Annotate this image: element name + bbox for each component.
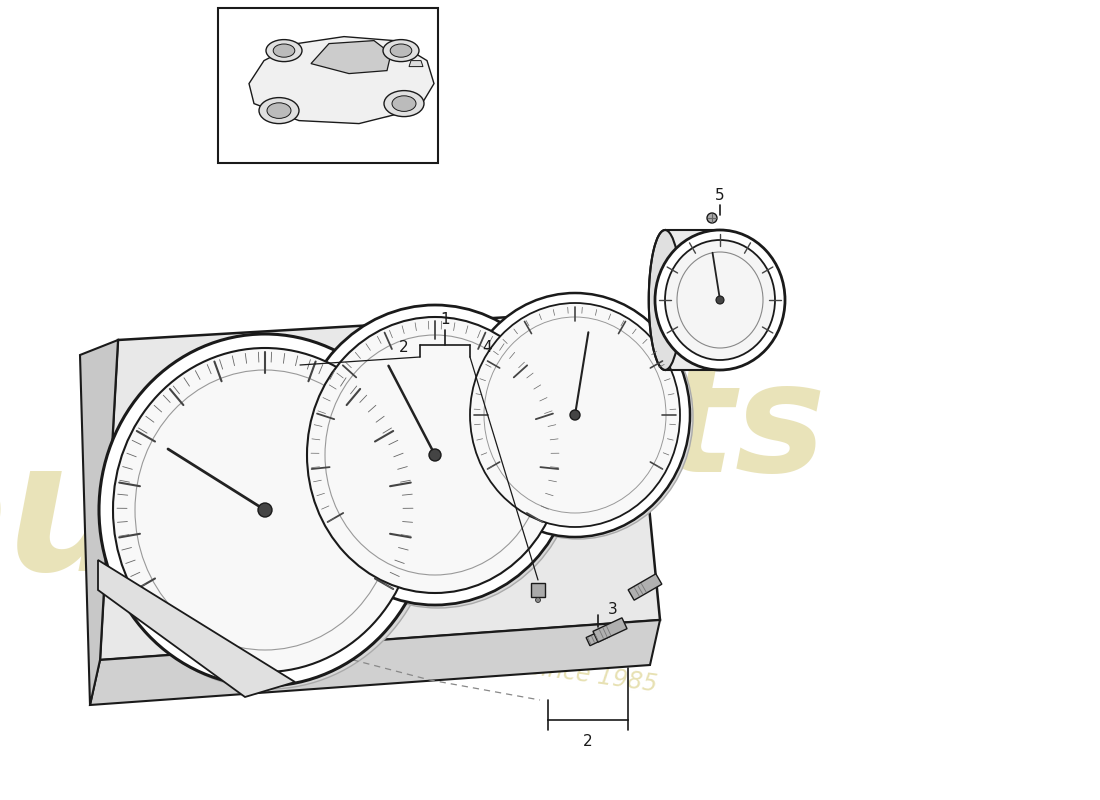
- Ellipse shape: [266, 39, 302, 62]
- Polygon shape: [586, 628, 609, 646]
- Ellipse shape: [463, 295, 693, 539]
- Ellipse shape: [383, 39, 419, 62]
- Ellipse shape: [666, 240, 776, 360]
- Ellipse shape: [99, 334, 431, 686]
- Ellipse shape: [698, 230, 741, 370]
- Polygon shape: [98, 560, 295, 697]
- Ellipse shape: [103, 337, 434, 689]
- Ellipse shape: [273, 44, 295, 58]
- Polygon shape: [409, 61, 424, 66]
- Ellipse shape: [390, 44, 411, 58]
- Polygon shape: [628, 574, 662, 600]
- Polygon shape: [311, 41, 390, 74]
- Text: 2: 2: [398, 341, 408, 355]
- Ellipse shape: [392, 96, 416, 111]
- Text: 3: 3: [608, 602, 618, 618]
- Ellipse shape: [258, 98, 299, 123]
- Circle shape: [536, 598, 540, 602]
- Circle shape: [429, 449, 441, 461]
- Ellipse shape: [113, 348, 417, 672]
- Bar: [218, 8, 438, 163]
- Text: 4: 4: [482, 341, 492, 355]
- Ellipse shape: [307, 317, 563, 593]
- Ellipse shape: [298, 308, 578, 608]
- Bar: [531, 583, 544, 597]
- Polygon shape: [100, 310, 660, 660]
- Polygon shape: [666, 230, 720, 370]
- Ellipse shape: [295, 305, 575, 605]
- Circle shape: [707, 213, 717, 223]
- Text: 1: 1: [440, 313, 450, 327]
- Polygon shape: [90, 620, 660, 705]
- Circle shape: [716, 296, 724, 304]
- Text: a passion for parts since 1985: a passion for parts since 1985: [301, 623, 659, 697]
- Ellipse shape: [470, 303, 680, 527]
- Ellipse shape: [267, 103, 292, 118]
- Text: 5: 5: [715, 187, 725, 202]
- Ellipse shape: [654, 230, 785, 370]
- Polygon shape: [593, 618, 627, 642]
- Polygon shape: [249, 37, 434, 123]
- Ellipse shape: [460, 293, 690, 537]
- Text: euros: euros: [0, 432, 455, 608]
- Polygon shape: [80, 340, 118, 705]
- Circle shape: [570, 410, 580, 420]
- Ellipse shape: [649, 230, 681, 370]
- Text: 2: 2: [583, 734, 593, 750]
- Ellipse shape: [384, 90, 424, 117]
- Text: parts: parts: [374, 355, 826, 505]
- Circle shape: [258, 503, 272, 517]
